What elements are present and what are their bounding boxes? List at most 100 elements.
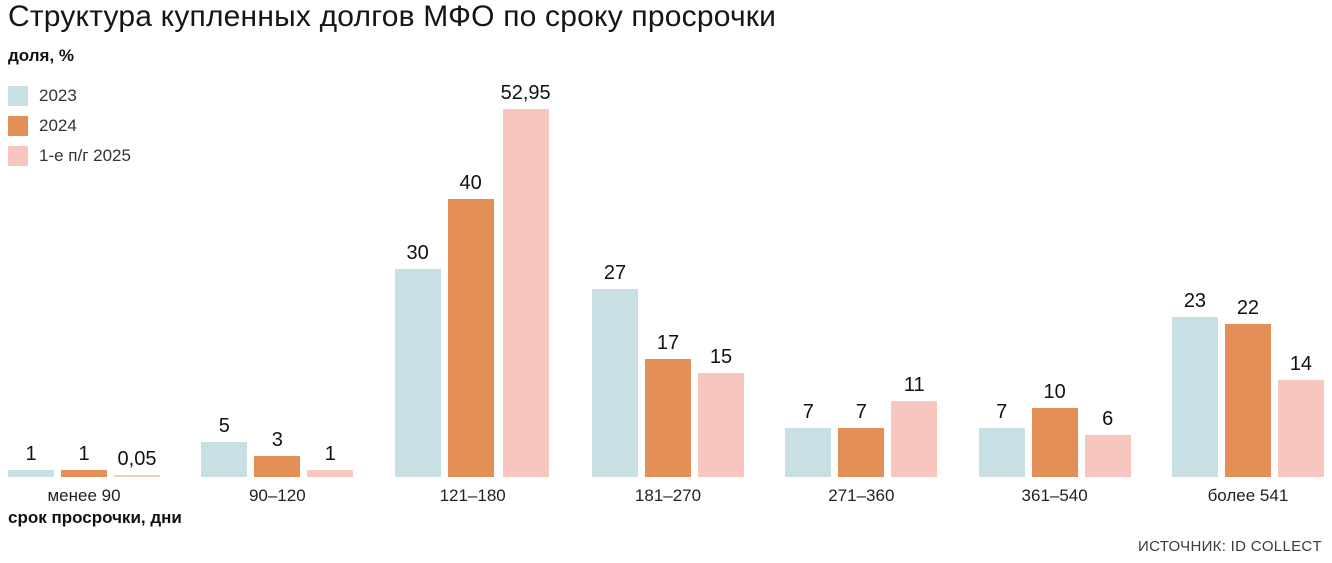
y-axis-label: доля, %: [8, 46, 75, 65]
bar-value-label: 11: [903, 374, 925, 396]
category-label: 181–270: [634, 486, 702, 505]
source-credit: ИСТОЧНИК: ID COLLECT: [1138, 538, 1322, 555]
legend-label: 2024: [39, 116, 77, 135]
bar-value-label: 7: [996, 401, 1008, 423]
bar-group: 23 22 14 более 541: [1171, 109, 1324, 506]
bar: [838, 428, 885, 477]
legend-swatch: [8, 86, 28, 106]
bar-value-label: 17: [656, 332, 680, 354]
legend-swatch: [8, 116, 28, 136]
bar-column: 7: [838, 401, 885, 477]
bar-group: 30 40 52,95 121–180: [394, 82, 551, 506]
bar-value-label: 27: [603, 262, 627, 284]
bar: [201, 442, 248, 477]
bar-group-bars: 5 3 1: [201, 109, 354, 477]
bar-column: 6: [1084, 408, 1131, 477]
bar: [114, 475, 160, 477]
legend-label: 1-е п/г 2025: [39, 146, 131, 165]
bar-column: 40: [447, 172, 494, 477]
bar-value-label: 15: [709, 346, 733, 368]
bar: [1224, 324, 1271, 477]
category-label: более 541: [1207, 486, 1289, 505]
bar-group-bars: 7 7 11: [785, 109, 938, 477]
bar: [61, 470, 107, 477]
bar: [785, 428, 832, 477]
category-label: менее 90: [47, 486, 121, 505]
legend-item: 1-е п/г 2025: [8, 146, 131, 166]
legend-item: 2024: [8, 116, 131, 136]
bar-column: 11: [891, 374, 938, 477]
bar-column: 14: [1277, 353, 1324, 477]
bar-value-label: 14: [1289, 353, 1313, 375]
bar-value-label: 6: [1102, 408, 1114, 430]
bar-value-label: 23: [1183, 290, 1207, 312]
bar-group: 5 3 1 90–120: [201, 109, 354, 506]
bar-value-label: 52,95: [500, 82, 551, 104]
bar-value-label: 0,05: [117, 448, 157, 470]
bar: [645, 359, 691, 477]
bar-column: 27: [592, 262, 638, 477]
bar-column: 30: [394, 242, 441, 477]
bar-column: 10: [1031, 381, 1078, 477]
bar: [394, 269, 441, 477]
bar: [307, 470, 354, 477]
bar: [1031, 408, 1078, 477]
bar: [592, 289, 638, 477]
bar-column: 1: [61, 443, 107, 477]
bar-group-bars: 27 17 15: [592, 109, 744, 477]
bar-value-label: 1: [324, 443, 336, 465]
bar-chart: 1 1 0,05 менее 90 5 3 1 90–120 30 40 52,95 121–180 2…: [8, 82, 1324, 506]
bar-column: 22: [1224, 297, 1271, 477]
bar-value-label: 7: [855, 401, 867, 423]
bar-value-label: 1: [25, 443, 37, 465]
bar-column: 7: [785, 401, 832, 477]
bar-value-label: 1: [78, 443, 90, 465]
bar: [978, 428, 1025, 477]
legend-label: 2023: [39, 86, 77, 105]
category-label: 271–360: [828, 486, 895, 505]
bar-column: 1: [307, 443, 354, 477]
bar: [1084, 435, 1131, 477]
bar-group-bars: 30 40 52,95: [394, 82, 551, 477]
x-axis-label: срок просрочки, дни: [8, 508, 182, 527]
category-label: 361–540: [1021, 486, 1088, 505]
bar: [502, 109, 549, 477]
legend-swatch: [8, 146, 28, 166]
bar-column: 52,95: [501, 82, 551, 477]
bar-column: 1: [8, 443, 54, 477]
bar-value-label: 7: [802, 401, 814, 423]
bar-group: 27 17 15 181–270: [592, 109, 744, 506]
bar-column: 23: [1171, 290, 1218, 477]
bar-column: 7: [978, 401, 1025, 477]
bar: [698, 373, 744, 477]
bar: [1171, 317, 1218, 477]
bar-column: 3: [254, 429, 301, 477]
bar: [254, 456, 301, 477]
bar-value-label: 40: [459, 172, 482, 194]
bar-column: 17: [645, 332, 691, 477]
category-label: 121–180: [439, 486, 506, 505]
chart-title: Структура купленных долгов МФО по сроку …: [8, 0, 777, 33]
legend: 2023 2024 1-е п/г 2025: [8, 86, 131, 166]
legend-item: 2023: [8, 86, 131, 106]
bar-column: 15: [698, 346, 744, 477]
bar: [8, 470, 54, 477]
bar-column: 0,05: [114, 448, 160, 477]
bar: [447, 199, 494, 477]
bar-value-label: 30: [406, 242, 429, 264]
bar-group: 7 10 6 361–540: [978, 109, 1131, 506]
bar: [891, 401, 938, 477]
bar-value-label: 22: [1236, 297, 1260, 319]
category-label: 90–120: [248, 486, 306, 505]
bar-value-label: 10: [1043, 381, 1066, 403]
bar-value-label: 5: [218, 415, 230, 437]
bar-group-bars: 23 22 14: [1171, 109, 1324, 477]
bar-group-bars: 7 10 6: [978, 109, 1131, 477]
bar-group: 1 1 0,05 менее 90: [8, 109, 160, 506]
bar-group: 7 7 11 271–360: [785, 109, 938, 506]
bar-value-label: 3: [271, 429, 283, 451]
bar-column: 5: [201, 415, 248, 477]
bar: [1277, 380, 1324, 477]
bar-group-bars: 1 1 0,05: [8, 109, 160, 477]
